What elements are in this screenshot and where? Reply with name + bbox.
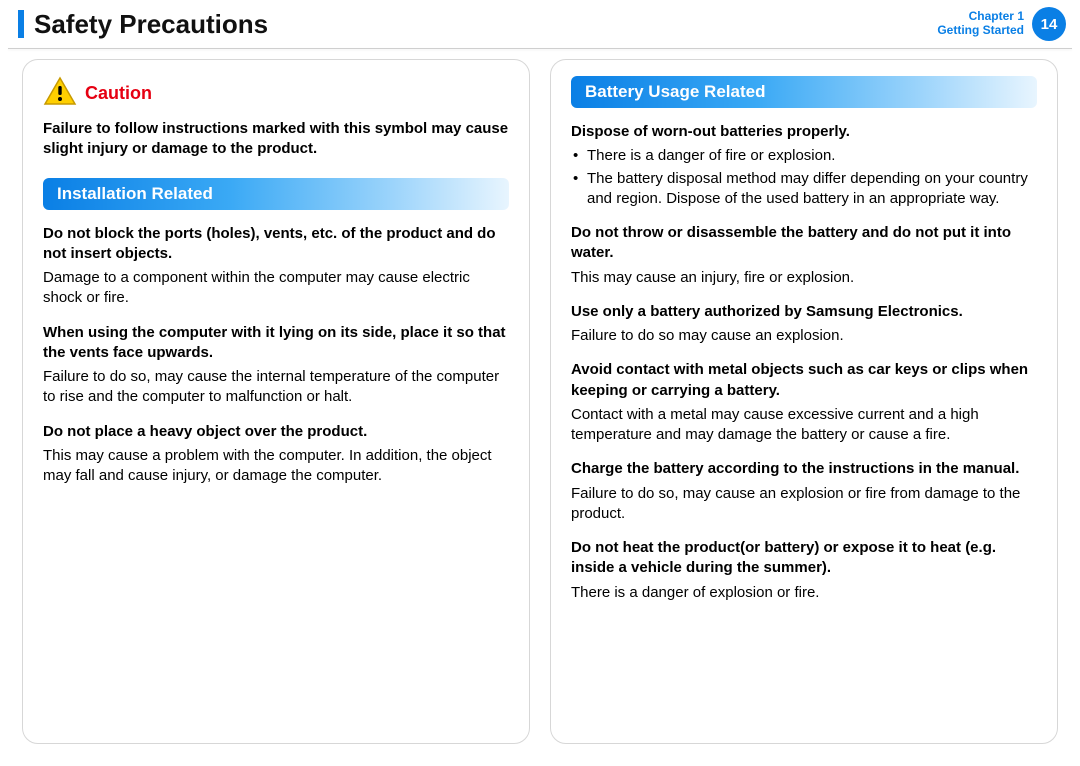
page-title: Safety Precautions [34,9,268,40]
item-body: Failure to do so, may cause an explosion… [571,484,1037,525]
battery-item: Dispose of worn-out batteries properly. … [571,122,1037,209]
page-number-badge: 14 [1032,7,1066,41]
battery-item: Do not heat the product(or battery) or e… [571,538,1037,603]
left-column: Caution Failure to follow instructions m… [22,59,530,744]
battery-item: Use only a battery authorized by Samsung… [571,302,1037,347]
installation-item: Do not place a heavy object over the pro… [43,422,509,487]
installation-item: When using the computer with it lying on… [43,323,509,408]
caution-triangle-icon [43,76,77,111]
item-body: There is a danger of explosion or fire. [571,583,1037,603]
item-title: When using the computer with it lying on… [43,323,509,364]
header-accent-bar [18,10,24,38]
item-title: Do not throw or disassemble the battery … [571,223,1037,264]
item-body: Contact with a metal may cause excessive… [571,405,1037,446]
bullet: The battery disposal method may differ d… [571,169,1037,210]
section-header-installation: Installation Related [43,178,509,210]
item-title: Dispose of worn-out batteries properly. [571,122,1037,142]
bullet: There is a danger of fire or explosion. [571,146,1037,166]
chapter-line-1: Chapter 1 [937,10,1024,24]
item-body: This may cause an injury, fire or explos… [571,268,1037,288]
battery-item: Charge the battery according to the inst… [571,459,1037,524]
item-body: Damage to a component within the compute… [43,268,509,309]
right-column: Battery Usage Related Dispose of worn-ou… [550,59,1058,744]
header-right-block: Chapter 1 Getting Started 14 [937,7,1080,41]
item-bullets: There is a danger of fire or explosion. … [571,146,1037,209]
caution-label: Caution [85,83,152,104]
manual-page: Safety Precautions Chapter 1 Getting Sta… [0,0,1080,766]
item-body: This may cause a problem with the comput… [43,446,509,487]
item-title: Use only a battery authorized by Samsung… [571,302,1037,322]
page-header: Safety Precautions Chapter 1 Getting Sta… [0,0,1080,48]
item-body: Failure to do so may cause an explosion. [571,326,1037,346]
item-title: Charge the battery according to the inst… [571,459,1037,479]
chapter-line-2: Getting Started [937,24,1024,38]
content-columns: Caution Failure to follow instructions m… [0,49,1080,766]
item-title: Do not place a heavy object over the pro… [43,422,509,442]
item-title: Avoid contact with metal objects such as… [571,360,1037,401]
battery-item: Avoid contact with metal objects such as… [571,360,1037,445]
chapter-label: Chapter 1 Getting Started [937,10,1024,38]
item-body: Failure to do so, may cause the internal… [43,367,509,408]
battery-item: Do not throw or disassemble the battery … [571,223,1037,288]
installation-item: Do not block the ports (holes), vents, e… [43,224,509,309]
section-header-battery: Battery Usage Related [571,76,1037,108]
caution-description: Failure to follow instructions marked wi… [43,119,509,160]
item-title: Do not heat the product(or battery) or e… [571,538,1037,579]
caution-header: Caution [43,76,509,111]
item-title: Do not block the ports (holes), vents, e… [43,224,509,265]
page-number: 14 [1041,16,1058,33]
